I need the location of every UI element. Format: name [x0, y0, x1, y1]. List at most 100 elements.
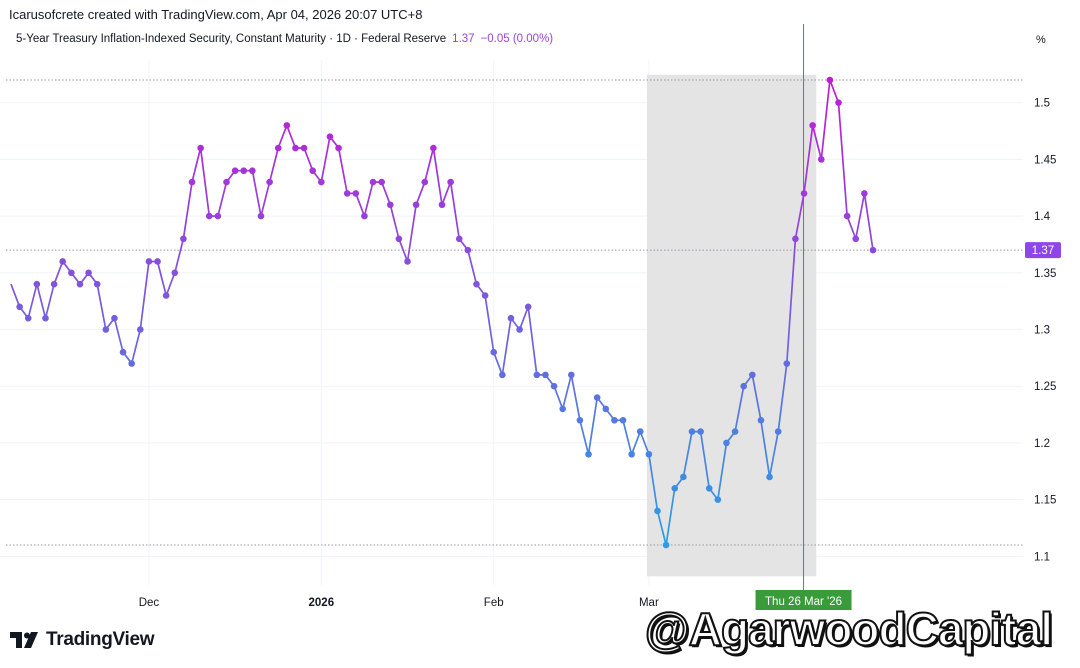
- data-point: [162, 292, 170, 299]
- data-point: [145, 258, 153, 265]
- x-tick-label: Feb: [484, 597, 504, 609]
- data-point: [119, 348, 127, 356]
- data-point: [619, 416, 627, 424]
- y-tick-label: 1.35: [1034, 268, 1056, 280]
- data-point: [542, 371, 549, 379]
- data-point: [723, 439, 730, 447]
- data-point: [455, 235, 463, 243]
- data-point: [473, 280, 480, 288]
- data-point: [111, 314, 118, 322]
- y-tick-label: 1.15: [1034, 495, 1056, 507]
- data-point: [766, 473, 773, 481]
- data-point: [671, 484, 679, 492]
- y-tick-label: 1.2: [1034, 438, 1050, 450]
- data-point: [76, 280, 84, 288]
- current-price-label: 1.37: [1032, 245, 1054, 257]
- data-point: [309, 167, 317, 175]
- y-axis[interactable]: 1.1 1.15 1.2 1.25 1.3 1.35 1.4 1.45 1.5: [1034, 98, 1056, 564]
- data-point: [171, 269, 179, 277]
- data-point: [852, 235, 860, 243]
- data-point: [757, 416, 765, 424]
- data-point: [283, 122, 291, 129]
- data-point: [404, 258, 411, 265]
- x-tick-label: Mar: [639, 597, 659, 609]
- data-point: [740, 382, 747, 390]
- series-change: −0.05 (0.00%): [480, 33, 554, 45]
- data-point: [576, 416, 584, 424]
- data-point: [154, 258, 161, 265]
- data-point: [59, 258, 67, 265]
- data-point: [266, 178, 273, 186]
- data-point: [68, 269, 75, 277]
- data-point: [869, 246, 877, 254]
- data-point: [809, 122, 816, 129]
- data-point: [352, 190, 360, 197]
- data-point: [249, 167, 256, 175]
- data-point: [318, 178, 325, 186]
- data-point: [826, 76, 834, 84]
- data-point: [568, 371, 575, 379]
- data-point: [361, 212, 368, 220]
- price-scale-unit[interactable]: %: [1036, 34, 1046, 46]
- data-point: [93, 280, 101, 288]
- data-point: [214, 212, 222, 220]
- data-point: [16, 303, 23, 311]
- data-point: [326, 133, 334, 141]
- tradingview-brand[interactable]: TradingView: [10, 629, 155, 651]
- data-point: [24, 314, 32, 322]
- y-tick-label: 1.25: [1034, 381, 1056, 393]
- data-point: [783, 360, 791, 367]
- chart-byline: Icarusofcrete created with TradingView.c…: [9, 7, 423, 22]
- dotted-levels: [6, 79, 1023, 546]
- data-point: [343, 190, 351, 197]
- tradingview-logo-icon: [10, 632, 38, 648]
- series-points: [16, 76, 877, 549]
- data-point: [438, 201, 446, 209]
- data-point: [42, 314, 49, 322]
- y-tick-label: 1.3: [1034, 325, 1050, 337]
- data-point: [378, 178, 385, 186]
- data-point: [188, 178, 196, 186]
- data-point: [628, 450, 635, 458]
- data-point: [611, 416, 618, 424]
- data-point: [697, 428, 704, 435]
- data-point: [386, 201, 394, 209]
- data-point: [421, 178, 429, 186]
- data-point: [430, 144, 437, 152]
- data-point: [180, 235, 187, 243]
- watermark: @AgarwoodCapital: [644, 602, 1054, 656]
- data-point: [300, 144, 308, 152]
- data-point: [412, 201, 420, 209]
- data-point: [602, 405, 610, 413]
- crosshair-date-label: Thu 26 Mar '26: [765, 596, 842, 608]
- data-point: [464, 246, 472, 254]
- data-point: [205, 212, 213, 220]
- data-point: [654, 507, 661, 515]
- data-point: [731, 428, 739, 435]
- data-point: [128, 360, 135, 367]
- data-point: [197, 144, 204, 152]
- data-point: [774, 428, 782, 435]
- brand-name: TradingView: [46, 629, 155, 650]
- data-point: [395, 235, 403, 243]
- data-point: [792, 235, 799, 243]
- data-point: [481, 292, 489, 299]
- data-point: [240, 167, 248, 175]
- series-last-value: 1.37: [452, 33, 475, 45]
- data-point: [507, 314, 515, 322]
- x-tick-label: 2026: [309, 597, 335, 609]
- data-point: [550, 382, 558, 390]
- data-point: [636, 428, 644, 435]
- data-point: [274, 144, 282, 152]
- x-axis[interactable]: Dec 2026 Feb Mar: [139, 597, 659, 609]
- grid-lines: [0, 60, 1023, 585]
- y-tick-label: 1.45: [1034, 154, 1056, 166]
- data-point: [585, 450, 592, 458]
- x-tick-label: Dec: [139, 597, 160, 609]
- data-point: [33, 280, 41, 288]
- data-point: [843, 212, 851, 220]
- data-point: [499, 371, 506, 379]
- data-point: [231, 167, 239, 175]
- data-point: [292, 144, 299, 152]
